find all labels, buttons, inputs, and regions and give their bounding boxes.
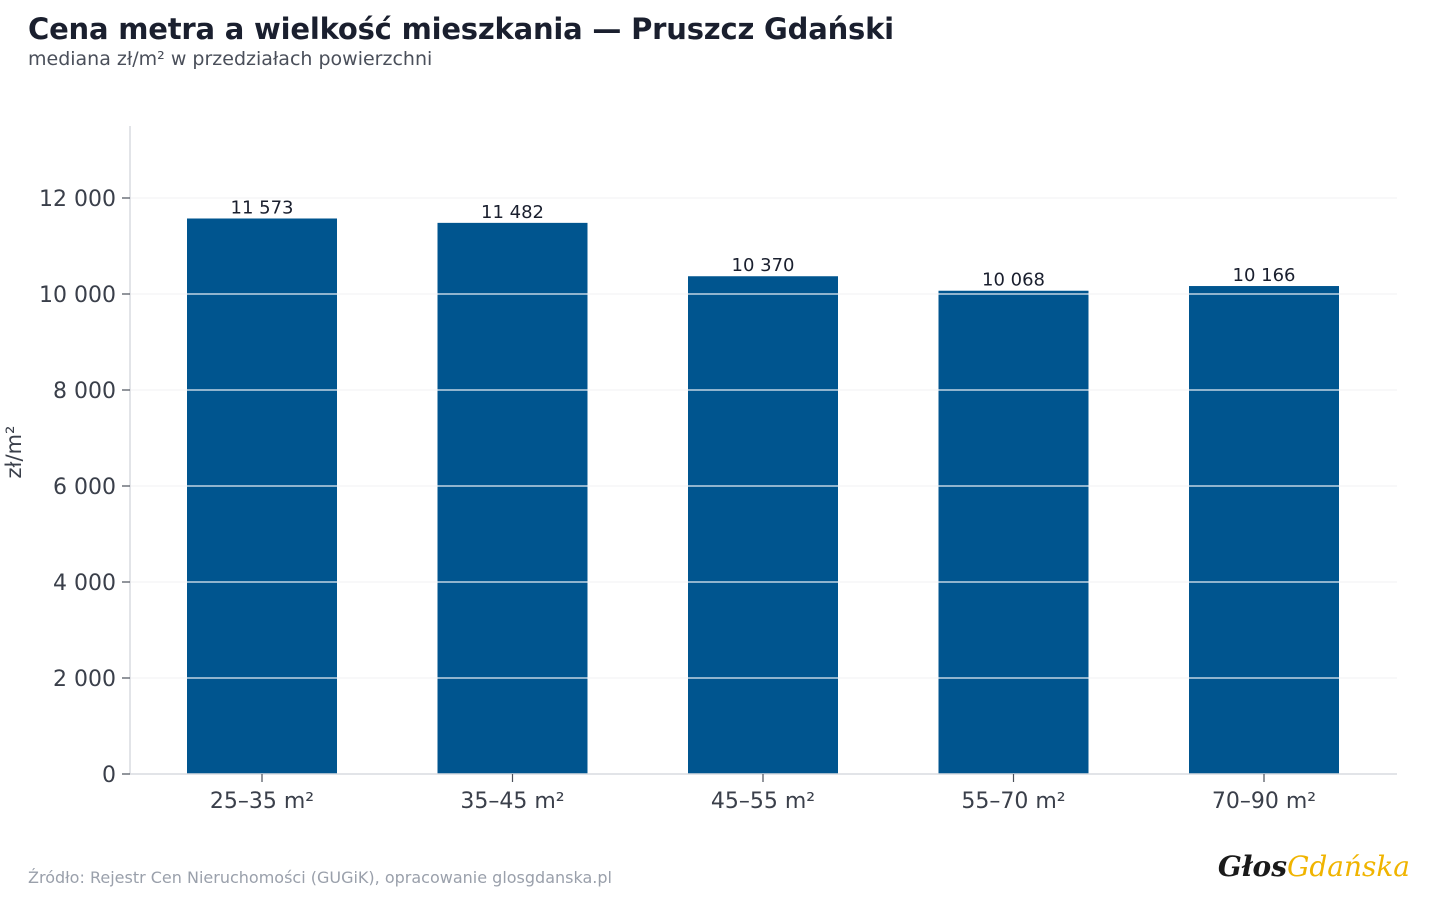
axes: 0 2 000 4 000 6 000 8 000 10 000 12 000 zł/m² 25… <box>2 126 1397 814</box>
bar-2 <box>688 276 838 774</box>
y-tick-label-4: 8 000 <box>53 379 116 404</box>
x-tick-label-4: 70–90 m² <box>1212 789 1316 814</box>
value-label-1: 11 482 <box>481 202 544 223</box>
bar-0 <box>187 218 337 775</box>
y-tick-label-3: 6 000 <box>53 475 116 500</box>
y-axis-label: zł/m² <box>2 426 26 479</box>
y-tick-label-5: 10 000 <box>39 283 116 308</box>
chart-title: Cena metra a wielkość mieszkania — Prusz… <box>28 12 894 46</box>
bars <box>187 218 1339 775</box>
x-tick-label-0: 25–35 m² <box>210 789 314 814</box>
value-label-3: 10 068 <box>982 270 1045 291</box>
bar-4 <box>1189 286 1339 774</box>
grid-overlay <box>130 197 1397 679</box>
value-labels: 11 573 11 482 10 370 10 068 10 166 <box>231 197 1296 290</box>
value-label-2: 10 370 <box>732 255 795 276</box>
bar-3 <box>938 290 1089 774</box>
x-tick-label-3: 55–70 m² <box>961 789 1065 814</box>
y-tick-label-6: 12 000 <box>39 187 116 212</box>
chart-subtitle: mediana zł/m² w przedziałach powierzchni <box>28 48 433 70</box>
x-tick-label-2: 45–55 m² <box>711 789 815 814</box>
x-tick-label-1: 35–45 m² <box>460 789 564 814</box>
value-label-4: 10 166 <box>1233 265 1296 286</box>
y-tick-label-0: 0 <box>102 763 116 788</box>
y-tick-label-2: 4 000 <box>53 571 116 596</box>
logo-part-2: Gdańska <box>1286 850 1410 883</box>
value-label-0: 11 573 <box>231 197 294 218</box>
y-tick-label-1: 2 000 <box>53 667 116 692</box>
publisher-logo: GłosGdańska <box>1218 850 1410 883</box>
source-note: Źródło: Rejestr Cen Nieruchomości (GUGiK… <box>28 868 612 887</box>
logo-part-1: Głos <box>1217 850 1287 883</box>
bar-1 <box>437 222 588 774</box>
